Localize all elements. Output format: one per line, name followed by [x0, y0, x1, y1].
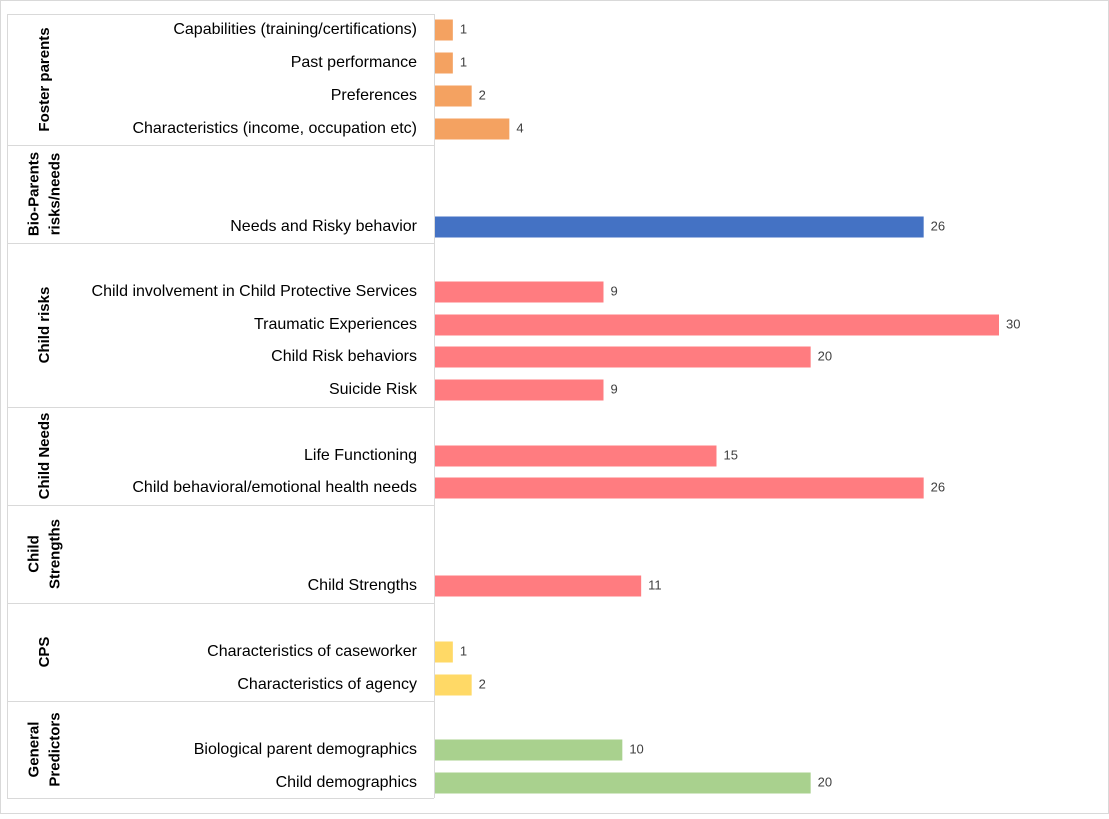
category-label: Characteristics (income, occupation etc)	[132, 120, 417, 137]
data-label: 9	[611, 381, 618, 396]
data-label: 26	[931, 218, 945, 233]
data-label: 1	[460, 21, 467, 36]
bar	[434, 379, 604, 401]
group-label: Predictors	[46, 712, 63, 786]
bar	[434, 19, 453, 41]
bar	[434, 772, 811, 794]
data-label: 10	[629, 741, 643, 756]
bar	[434, 445, 717, 467]
group-label: risks/needs	[46, 153, 63, 236]
data-label: 2	[479, 87, 486, 102]
category-label: Capabilities (training/certifications)	[173, 21, 417, 38]
data-label: 1	[460, 54, 467, 69]
category-label: Biological parent demographics	[194, 741, 417, 758]
bar	[434, 52, 453, 74]
bar	[434, 739, 623, 761]
category-label: Characteristics of agency	[237, 676, 417, 693]
data-label: 1	[460, 643, 467, 658]
group-label: Child Needs	[36, 413, 53, 500]
group-label: Foster parents	[36, 27, 53, 131]
data-label: 26	[931, 479, 945, 494]
group-label: Child risks	[36, 287, 53, 364]
group-label: Strengths	[46, 519, 63, 589]
bar	[434, 674, 472, 696]
bar	[434, 641, 453, 663]
bar	[434, 314, 999, 336]
data-label: 30	[1006, 316, 1020, 331]
bar	[434, 281, 604, 303]
data-label: 20	[818, 348, 832, 363]
data-label: 4	[516, 120, 523, 135]
group-label: General	[25, 722, 42, 778]
data-label: 20	[818, 774, 832, 789]
category-label: Child Risk behaviors	[271, 348, 417, 365]
category-label: Child Strengths	[308, 577, 417, 594]
bar	[434, 118, 510, 140]
group-label: Child	[25, 535, 42, 573]
bar	[434, 575, 642, 597]
category-label: Preferences	[331, 87, 417, 104]
data-label: 2	[479, 676, 486, 691]
category-label: Life Functioning	[304, 447, 417, 464]
category-label: Characteristics of caseworker	[207, 643, 418, 660]
category-label: Needs and Risky behavior	[230, 218, 417, 235]
bar	[434, 85, 472, 107]
bar	[434, 346, 811, 368]
group-label: CPS	[36, 637, 53, 668]
category-label: Child involvement in Child Protective Se…	[92, 283, 417, 300]
group-label: Bio-Parents	[25, 152, 42, 236]
category-label: Child demographics	[276, 774, 417, 791]
bar	[434, 216, 924, 238]
category-label: Traumatic Experiences	[254, 316, 417, 333]
category-label: Suicide Risk	[329, 381, 418, 398]
bar	[434, 477, 924, 499]
category-label: Past performance	[291, 54, 417, 71]
data-label: 15	[724, 447, 738, 462]
data-label: 11	[648, 577, 662, 592]
data-label: 9	[611, 283, 618, 298]
category-label: Child behavioral/emotional health needs	[132, 479, 417, 496]
